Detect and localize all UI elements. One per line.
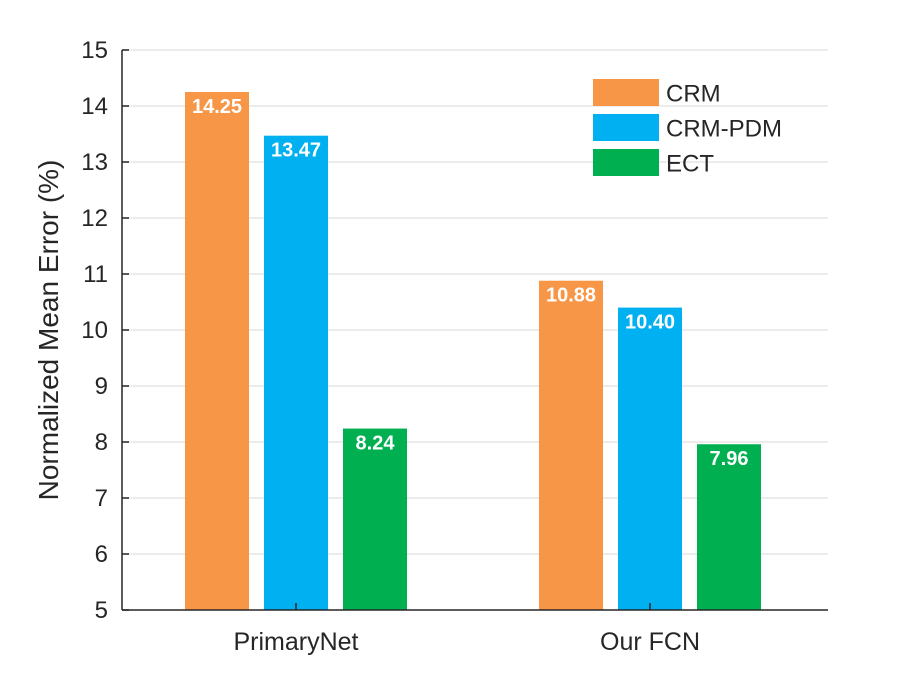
legend-label-crm-pdm: CRM-PDM bbox=[666, 116, 782, 143]
data-label-crm-0: 14.25 bbox=[192, 96, 242, 118]
y-tick-label-8: 8 bbox=[95, 429, 108, 456]
y-tick-label-12: 12 bbox=[81, 205, 108, 232]
legend-swatch-crm-pdm bbox=[593, 114, 659, 141]
data-label-ect-1: 7.96 bbox=[710, 448, 749, 470]
y-tick-label-5: 5 bbox=[95, 597, 108, 624]
bar-ect-0 bbox=[343, 428, 407, 610]
legend-label-crm: CRM bbox=[666, 81, 721, 108]
bar-crm-pdm-1 bbox=[618, 307, 682, 610]
bar-ect-1 bbox=[697, 444, 761, 610]
legend-swatch-ect bbox=[593, 149, 659, 176]
data-label-crm-pdm-1: 10.40 bbox=[625, 312, 675, 334]
y-tick-label-13: 13 bbox=[81, 149, 108, 176]
axes: 5 6 7 8 9 10 11 12 13 14 15 PrimaryNet Our FCN bbox=[81, 37, 828, 656]
y-tick-label-11: 11 bbox=[83, 261, 108, 288]
legend-swatch-crm bbox=[593, 79, 659, 106]
y-tick-label-9: 9 bbox=[95, 373, 108, 400]
legend-label-ect: ECT bbox=[666, 151, 714, 178]
data-label-crm-pdm-0: 13.47 bbox=[271, 140, 321, 162]
bars: 14.25 13.47 8.24 10.88 10.40 7.96 bbox=[185, 92, 761, 610]
y-tick-label-10: 10 bbox=[81, 317, 108, 344]
bar-crm-1 bbox=[539, 280, 603, 610]
y-tick-label-15: 15 bbox=[81, 37, 108, 64]
y-tick-label-7: 7 bbox=[95, 485, 108, 512]
y-tick-label-14: 14 bbox=[81, 93, 108, 120]
data-label-ect-0: 8.24 bbox=[356, 433, 396, 455]
data-label-crm-1: 10.88 bbox=[546, 285, 596, 307]
x-tick-label-1: Our FCN bbox=[600, 628, 700, 656]
legend: CRM CRM-PDM ECT bbox=[593, 79, 782, 178]
y-axis-title: Normalized Mean Error (%) bbox=[33, 160, 64, 501]
bar-crm-0 bbox=[185, 92, 249, 610]
bar-crm-pdm-0 bbox=[264, 135, 328, 610]
x-tick-label-0: PrimaryNet bbox=[233, 628, 358, 656]
y-tick-label-6: 6 bbox=[95, 541, 108, 568]
